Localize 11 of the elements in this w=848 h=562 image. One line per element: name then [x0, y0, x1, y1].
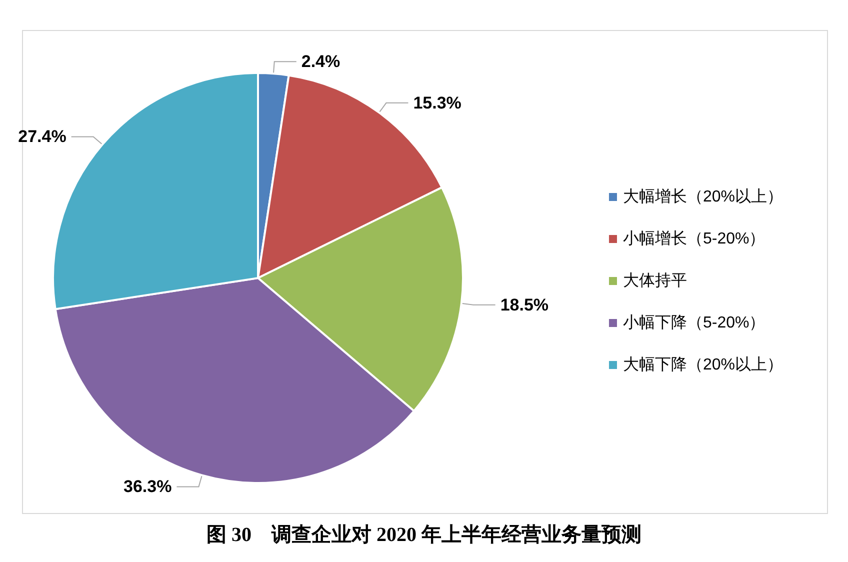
- data-label: 36.3%: [124, 477, 172, 496]
- legend-label: 小幅增长（5-20%）: [622, 230, 766, 248]
- data-label: 27.4%: [18, 127, 66, 146]
- legend-label: 大幅下降（20%以上）: [622, 356, 784, 374]
- legend-label: 小幅下降（5-20%）: [622, 314, 766, 332]
- text: 图 30 调查企业对 2020 年上半年经营业务量预测: [206, 524, 642, 546]
- legend-label: 大幅增长（20%以上）: [622, 188, 784, 206]
- data-label: 15.3%: [413, 93, 462, 112]
- data-label: 18.5%: [500, 295, 549, 314]
- data-label: 2.4%: [301, 52, 340, 72]
- legend-label: 大体持平: [622, 272, 687, 290]
